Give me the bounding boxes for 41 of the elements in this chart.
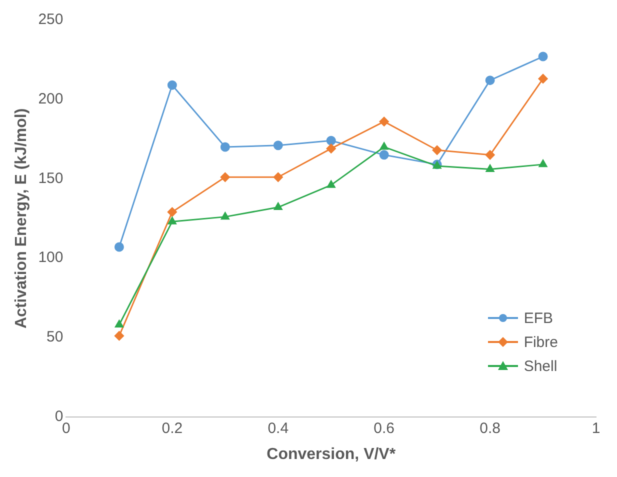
- point: [220, 212, 230, 220]
- point: [538, 74, 548, 84]
- y-tick-label: 200: [38, 90, 64, 108]
- x-tick-label: 0.6: [374, 420, 395, 437]
- point: [432, 145, 442, 155]
- point: [273, 140, 283, 150]
- point: [326, 180, 336, 188]
- x-tick-label: 0.4: [268, 420, 289, 437]
- point: [274, 202, 282, 210]
- x-tick-label: 1: [592, 420, 600, 437]
- point: [273, 172, 283, 182]
- point: [379, 150, 389, 160]
- point: [167, 207, 177, 217]
- point: [326, 136, 336, 146]
- x-tick-label: 0.8: [480, 420, 500, 437]
- point: [485, 76, 495, 86]
- y-tick-label: 250: [38, 11, 64, 28]
- point: [486, 164, 494, 172]
- legend-label: Fibre: [524, 334, 558, 350]
- legend-label: EFB: [524, 310, 553, 326]
- y-tick-label: 50: [46, 328, 64, 346]
- point: [485, 150, 495, 160]
- y-tick-label: 100: [38, 249, 64, 266]
- point: [220, 142, 230, 152]
- y-tick-label: 150: [38, 170, 64, 187]
- x-axis-title: Conversion, V/V*: [266, 446, 396, 463]
- point: [167, 80, 177, 90]
- point: [114, 320, 124, 328]
- point: [380, 142, 388, 150]
- y-tick-label: 0: [54, 408, 64, 425]
- point: [379, 116, 389, 126]
- point: [114, 331, 124, 341]
- x-tick-label: 0.2: [162, 420, 183, 437]
- point: [114, 242, 124, 252]
- point: [326, 144, 336, 154]
- legend-label: Shell: [524, 358, 558, 374]
- y-axis-title: Activation Energy, E (kJ/mol): [13, 108, 30, 328]
- point: [220, 172, 230, 182]
- point: [538, 160, 548, 168]
- point: [538, 52, 548, 62]
- point: [168, 216, 176, 224]
